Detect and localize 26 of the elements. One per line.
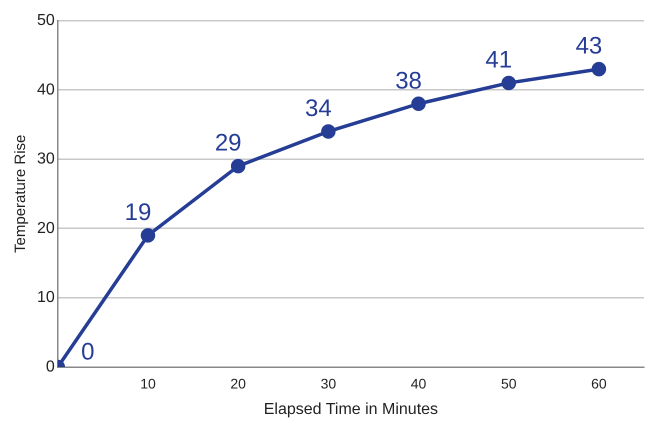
x-axis-title: Elapsed Time in Minutes — [264, 400, 438, 418]
y-tick-label: 50 — [37, 12, 55, 30]
y-tick-label: 20 — [37, 220, 55, 237]
y-tick-label: 10 — [37, 289, 55, 306]
point — [592, 62, 606, 76]
y-tick-label: 30 — [37, 150, 55, 168]
data-label: 0 — [81, 338, 94, 366]
point — [501, 76, 516, 90]
data-label: 34 — [305, 95, 332, 122]
y-axis-title: Temperature Rise — [12, 134, 30, 253]
x-tick-label: 50 — [500, 375, 517, 392]
point — [321, 124, 336, 139]
y-tick-label: 0 — [46, 358, 55, 376]
y-tick-label: 40 — [37, 81, 55, 98]
point — [411, 96, 426, 111]
data-label: 29 — [214, 130, 242, 157]
data-label: 43 — [576, 32, 602, 60]
x-tick-label: 30 — [320, 375, 336, 392]
point — [230, 158, 246, 174]
x-tick-label: 10 — [140, 375, 156, 392]
data-label: 41 — [485, 46, 512, 74]
x-tick-label: 20 — [230, 375, 246, 392]
data-label: 38 — [395, 67, 422, 94]
x-tick-label: 60 — [591, 375, 607, 392]
x-tick-label: 40 — [410, 375, 427, 392]
data-label: 19 — [124, 198, 152, 226]
